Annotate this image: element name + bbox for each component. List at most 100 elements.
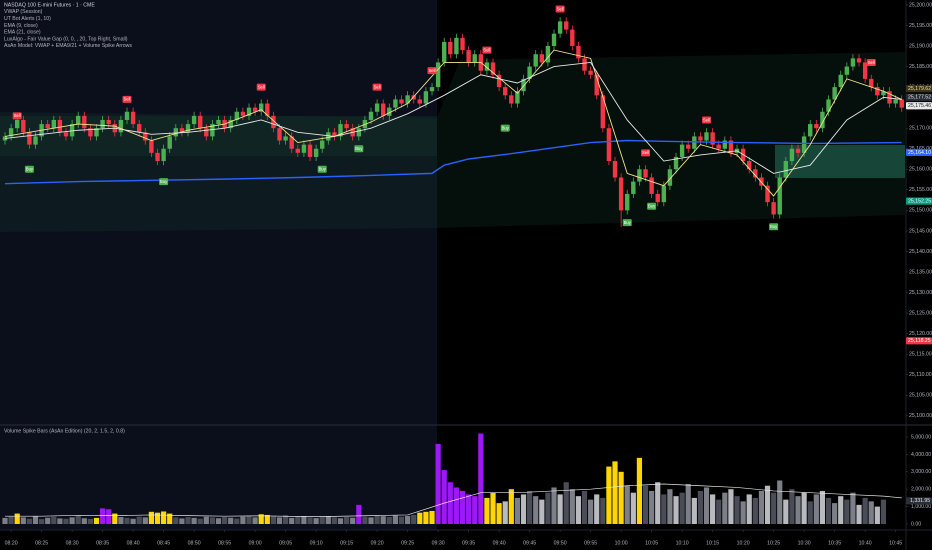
indicator-line [4, 49, 902, 197]
signal-label: Sell [429, 68, 436, 73]
y-tick-label: 25,135.00 [909, 269, 932, 275]
y-tick-label: 25,120.00 [909, 331, 932, 337]
signal-badge [256, 83, 266, 91]
signal-badge [427, 67, 437, 75]
vwap-band [0, 52, 905, 232]
volume-bar [423, 511, 429, 524]
candle-body [417, 99, 423, 104]
candle-body [777, 177, 782, 215]
volume-bar [154, 512, 161, 524]
volume-bar [594, 494, 600, 524]
volume-bar [2, 517, 8, 524]
signal-label: Sell [483, 47, 490, 52]
candle-body [259, 103, 264, 112]
candle-body [588, 70, 593, 75]
candle-body [466, 50, 471, 63]
price-tag [906, 337, 932, 345]
volume-bar [832, 503, 838, 524]
candle-body [69, 124, 75, 137]
y-tick-label: 0.00 [911, 521, 921, 527]
candle-body [899, 99, 904, 108]
volume-bar [240, 516, 246, 524]
candle-body [570, 29, 575, 47]
legend-entry: AsAn Model: VWAP + EMA9/21 + Volume Spik… [4, 43, 132, 49]
candle-body [667, 169, 673, 186]
candle-body [881, 91, 886, 96]
volume-bar [899, 501, 905, 524]
volume-bar [502, 501, 508, 524]
candle-body [454, 37, 459, 55]
volume-bar [136, 516, 142, 524]
candle-body [8, 128, 14, 137]
volume-bar [886, 503, 893, 524]
volume-bar [722, 492, 728, 524]
volume-bar [319, 517, 325, 524]
candle-body [179, 128, 185, 133]
price-tag-label: 25,118.25 [908, 338, 931, 344]
candle-body [161, 148, 166, 162]
x-tick-label: 10:40 [859, 540, 872, 546]
volume-bar [148, 511, 155, 524]
volume-bar [167, 513, 173, 524]
signal-label: Sell [374, 84, 381, 89]
signal-badge [555, 5, 565, 13]
signal-label: Sell [124, 97, 131, 102]
volume-bar [563, 482, 569, 524]
candle-body [216, 119, 221, 125]
candle-body [472, 54, 477, 63]
candle-body [692, 136, 697, 149]
candle-body [582, 58, 587, 71]
volume-bar [716, 499, 722, 524]
candle-body [191, 115, 197, 125]
candle-body [374, 103, 380, 112]
candle-body [783, 161, 789, 178]
candle-body [594, 74, 599, 96]
y-tick-label: 25,125.00 [909, 310, 932, 316]
volume-bar [100, 508, 106, 524]
volume-bar [466, 494, 472, 524]
candle-body [429, 87, 435, 92]
volume-bar [880, 499, 887, 524]
volume-bar [228, 517, 234, 524]
volume-bar [337, 518, 344, 524]
volume-bar [795, 496, 801, 524]
legend-entry: EMA (9, close) [4, 23, 38, 29]
candle-body [771, 202, 776, 215]
y-tick-label: 5,000.00 [911, 434, 931, 440]
volume-bar [203, 516, 209, 524]
fvg-box [775, 145, 905, 178]
candle-body [283, 136, 288, 141]
signal-badge [769, 223, 779, 231]
chart-title: NASDAQ 100 E-mini Futures · 1 · CME [4, 2, 95, 8]
signal-label: Buy [355, 146, 363, 151]
candle-body [411, 95, 416, 100]
volume-bar [752, 497, 758, 524]
volume-bar [764, 485, 771, 524]
volume-bar [142, 517, 148, 524]
volume-bar [825, 497, 832, 524]
candle-body [435, 62, 441, 88]
signal-badge [317, 165, 327, 173]
y-tick-label: 25,145.00 [909, 228, 932, 234]
volume-bar [838, 496, 844, 524]
volume-bar [112, 513, 118, 524]
candle-body [747, 161, 752, 170]
signal-label: Sell [703, 117, 710, 122]
volume-bar [20, 517, 26, 524]
y-tick-label: 25,140.00 [909, 249, 932, 255]
candle-body [118, 119, 124, 133]
volume-bar [130, 518, 136, 524]
y-tick-label: 2,000.00 [911, 487, 931, 493]
volume-bar [8, 516, 14, 524]
volume-bar [398, 516, 405, 524]
candle-body [832, 87, 837, 100]
volume-bar [39, 519, 45, 524]
volume-bar [539, 499, 545, 524]
volume-bar [655, 482, 661, 524]
volume-bar [252, 517, 258, 524]
volume-bar [75, 515, 81, 524]
volume-bar [844, 499, 850, 524]
candle-body [234, 111, 240, 120]
price-tag [906, 102, 932, 110]
